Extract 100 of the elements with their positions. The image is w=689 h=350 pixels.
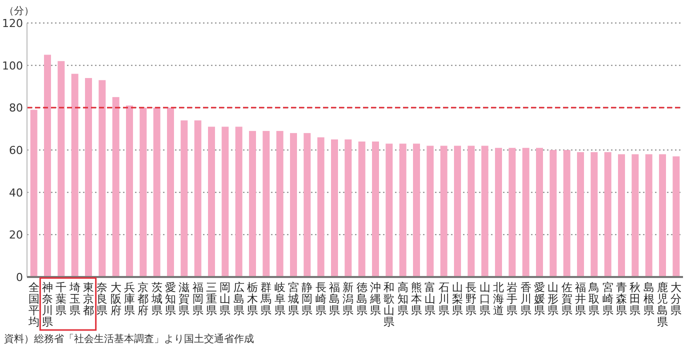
x-tick-label: 青森県	[616, 281, 627, 317]
y-tick-label: 0	[16, 271, 23, 284]
bar	[126, 106, 133, 277]
y-tick-label: 120	[2, 17, 23, 30]
bar	[140, 108, 147, 277]
bar	[632, 154, 639, 277]
x-tick-label: 東京都	[83, 281, 94, 317]
x-tick-label: 群馬県	[260, 281, 272, 317]
bar	[58, 61, 65, 277]
y-tick-label: 40	[9, 186, 23, 200]
x-tick-label: 広島県	[233, 281, 244, 317]
x-tick-label: 大分県	[670, 281, 682, 317]
x-tick-label: 千葉県	[56, 281, 67, 317]
bar	[208, 126, 215, 277]
x-tick-label: 沖縄県	[369, 281, 381, 317]
x-tick-label: 佐賀県	[561, 281, 572, 317]
x-tick-label: 和歌山県	[384, 281, 395, 328]
bar	[112, 97, 120, 277]
bar	[413, 144, 420, 277]
bar	[508, 148, 516, 277]
bar	[358, 142, 366, 277]
x-tick-label: 鹿児島県	[657, 281, 668, 328]
bar	[85, 78, 92, 277]
bar	[481, 146, 488, 277]
x-tick-label: 長野県	[466, 281, 477, 317]
x-tick-label: 茨城県	[150, 281, 162, 317]
x-tick-label: 奈良県	[96, 281, 108, 317]
bar	[180, 120, 188, 277]
x-tick-label: 福岡県	[192, 281, 204, 317]
bar	[194, 120, 202, 277]
bar	[618, 154, 625, 277]
bar	[536, 148, 543, 277]
bar	[290, 133, 297, 277]
bar	[153, 108, 160, 277]
bar	[222, 126, 229, 277]
x-tick-label: 岐阜県	[274, 281, 286, 317]
bar	[440, 146, 448, 277]
x-tick-label: 宮城県	[287, 281, 299, 317]
bar	[645, 154, 652, 277]
x-tick-label: 山形県	[548, 281, 559, 317]
x-tick-label: 鳥取県	[588, 281, 600, 317]
text: 資料）総務省「社会生活基本調査」より国土交通省作成	[4, 333, 254, 345]
bar	[426, 146, 434, 277]
bar	[604, 152, 612, 277]
bar	[249, 130, 256, 277]
bar	[331, 139, 338, 277]
x-tick-label: 全国平均	[27, 281, 40, 328]
y-axis-title: （分）	[4, 5, 34, 17]
x-tick-label: 富山県	[424, 281, 436, 317]
x-tick-label: 静岡県	[302, 281, 313, 317]
x-tick-label: 神奈川県	[42, 281, 53, 328]
x-tick-label: 宮崎県	[602, 281, 614, 317]
bar	[372, 142, 379, 277]
bar	[468, 146, 475, 277]
x-tick-label: 山梨県	[452, 281, 463, 317]
bar	[590, 152, 598, 277]
x-tick-label: 福井県	[575, 281, 586, 317]
y-tick-label: 60	[9, 144, 23, 157]
bar	[577, 152, 584, 277]
bar	[454, 146, 461, 277]
x-tick-label: 高知県	[397, 281, 408, 317]
x-tick-label: 岡山県	[220, 281, 231, 317]
bar	[563, 150, 570, 277]
x-tick-label: 福島県	[329, 281, 340, 317]
y-tick-label: 20	[9, 228, 23, 242]
bar	[550, 150, 557, 277]
x-tick-label: 兵庫県	[124, 281, 135, 317]
x-tick-label: 京都府	[138, 281, 149, 317]
y-tick-label: 100	[2, 59, 23, 72]
bar	[672, 156, 680, 277]
bar	[262, 130, 270, 277]
x-tick-label: 栃木県	[247, 281, 258, 317]
bar	[659, 154, 666, 277]
x-tick-label: 秋田県	[630, 281, 641, 317]
bar	[71, 74, 78, 277]
y-tick-label: 80	[9, 102, 23, 115]
x-tick-label: 山口県	[479, 281, 490, 317]
x-tick-label: 徳島県	[356, 281, 368, 317]
x-tick-label: 岩手県	[506, 281, 518, 317]
bar	[386, 144, 393, 277]
x-tick-label: 北海道	[493, 281, 504, 317]
x-tick-label: 香川県	[520, 281, 532, 317]
x-tick-label: 埼玉県	[68, 281, 80, 317]
bar	[44, 54, 51, 277]
bar	[399, 144, 406, 277]
bar	[317, 137, 324, 277]
bar	[344, 139, 352, 277]
x-tick-label: 滋賀県	[178, 281, 190, 317]
x-tick-label: 愛知県	[165, 281, 176, 317]
bar	[522, 148, 530, 277]
x-tick-label: 三重県	[206, 281, 217, 317]
bar	[30, 110, 38, 277]
x-tick-label: 島根県	[643, 281, 654, 317]
bar	[304, 133, 311, 277]
x-tick-label: 石川県	[438, 281, 450, 317]
x-tick-label: 大阪府	[110, 281, 122, 317]
bar	[276, 130, 284, 277]
bar	[235, 126, 242, 277]
x-tick-label: 愛媛県	[534, 281, 545, 317]
x-tick-label: 長崎県	[315, 281, 326, 317]
